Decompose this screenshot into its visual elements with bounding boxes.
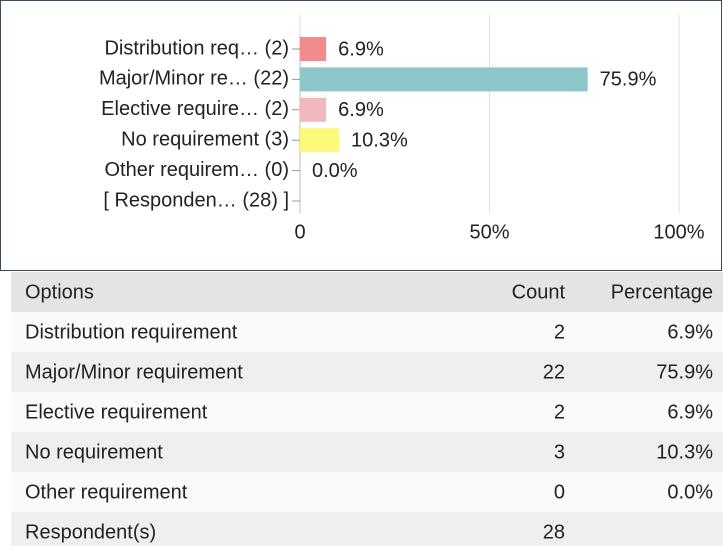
- x-tick-label: 100%: [653, 221, 704, 243]
- table-cell: No requirement: [25, 441, 163, 463]
- table-row-bg: [11, 312, 723, 352]
- table-header: Options: [25, 281, 94, 303]
- y-tick-label: Distribution req… (2): [104, 37, 289, 59]
- y-tick-label: Major/Minor re… (22): [99, 68, 289, 90]
- table-cell: 6.9%: [667, 401, 713, 423]
- table-row-bg: [11, 432, 723, 472]
- value-label: 0.0%: [312, 160, 358, 182]
- value-label: 6.9%: [338, 99, 384, 121]
- table-header-bg: [11, 272, 723, 312]
- table-cell: 2: [554, 321, 565, 343]
- value-label: 10.3%: [351, 129, 408, 151]
- table-row-bg: [11, 392, 723, 432]
- value-label: 75.9%: [600, 69, 657, 91]
- x-tick-label: 50%: [469, 221, 509, 243]
- table-cell: 0.0%: [667, 481, 713, 503]
- table-header: Percentage: [611, 281, 713, 303]
- table-cell: 28: [543, 521, 565, 543]
- table-cell: 10.3%: [656, 441, 713, 463]
- table-cell: 22: [543, 361, 565, 383]
- y-tick-label: No requirement (3): [121, 128, 289, 150]
- table-row-bg: [11, 352, 723, 392]
- table-header: Count: [512, 281, 566, 303]
- bar: [300, 67, 588, 92]
- table-cell: Major/Minor requirement: [25, 361, 243, 383]
- table-cell: 0: [554, 481, 565, 503]
- table-cell: 3: [554, 441, 565, 463]
- value-label: 6.9%: [338, 38, 384, 60]
- x-tick-label: 0: [294, 221, 305, 243]
- table-cell: Other requirement: [25, 481, 188, 503]
- bar: [300, 97, 327, 122]
- chart: 0 50% 100% Distribution req… (2) 6.9% Major/M…: [99, 15, 705, 243]
- table-cell: 6.9%: [667, 321, 713, 343]
- bar: [300, 128, 340, 153]
- y-tick-label: Other requirem… (0): [105, 159, 290, 181]
- chart-frame: [0, 0, 722, 271]
- table: Options Count Percentage Distribution requi…: [11, 272, 723, 546]
- y-tick-label: [ Responden… (28) ]: [103, 189, 289, 211]
- table-row-bg: [11, 512, 723, 546]
- table-cell: Respondent(s): [25, 521, 156, 543]
- table-cell: Distribution requirement: [25, 321, 238, 343]
- y-tick-label: Elective require… (2): [101, 98, 289, 120]
- table-row-bg: [11, 472, 723, 512]
- table-cell: Elective requirement: [25, 401, 208, 423]
- table-cell: 2: [554, 401, 565, 423]
- table-cell: 75.9%: [656, 361, 713, 383]
- bar: [300, 37, 327, 61]
